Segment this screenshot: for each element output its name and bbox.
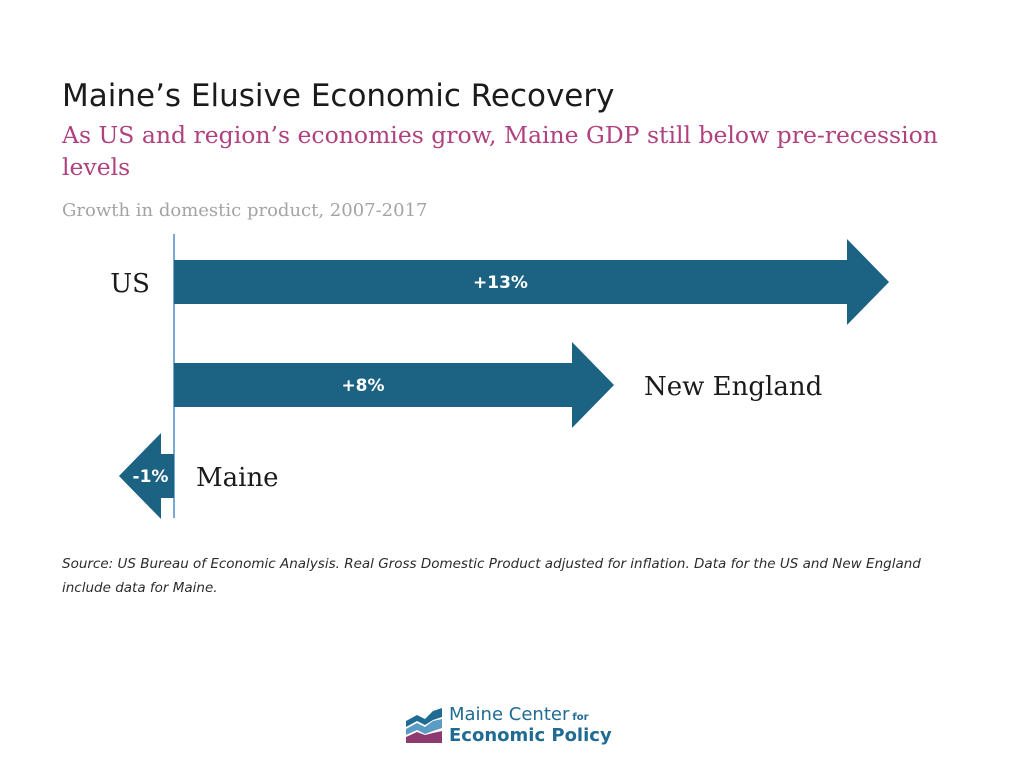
logo-line-2: Economic Policy	[449, 724, 612, 746]
logo-line-1: Maine Center for	[449, 703, 589, 725]
chart-title: Maine’s Elusive Economic Recovery	[62, 78, 615, 114]
source-note: Source: US Bureau of Economic Analysis. …	[62, 556, 921, 596]
arrow-bar-maine	[119, 433, 174, 519]
arrow-bar-us	[174, 239, 889, 325]
value-label-maine: -1%	[133, 467, 169, 487]
mecep-logo: Maine Center for Economic Policy	[405, 704, 612, 746]
value-label-us: +13%	[473, 273, 528, 293]
arrow-bar-chart: +13% US +8% New England -1% Maine	[110, 234, 889, 519]
category-label-maine: Maine	[196, 463, 279, 493]
category-label-new-england: New England	[644, 372, 822, 402]
chart-subtitle: As US and region’s economies grow, Maine…	[62, 121, 938, 181]
arrow-bar-new-england	[174, 342, 614, 428]
value-label-new-england: +8%	[341, 376, 384, 396]
category-label-us: US	[110, 269, 150, 299]
chart-caption: Growth in domestic product, 2007-2017	[62, 200, 428, 221]
mountain-logo-icon	[406, 708, 442, 743]
